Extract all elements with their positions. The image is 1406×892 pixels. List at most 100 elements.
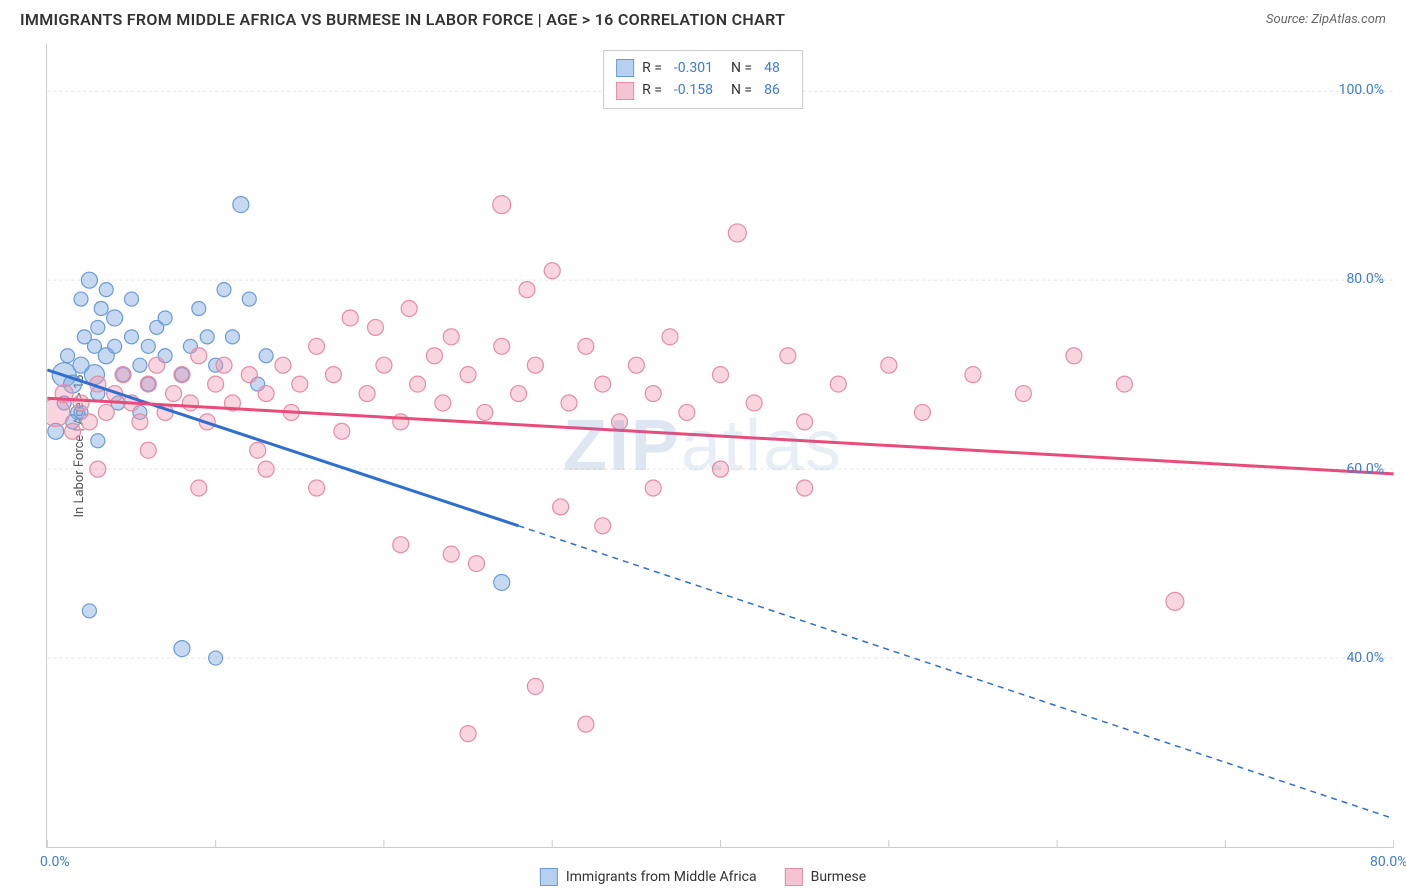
scatter-point: [216, 357, 232, 373]
scatter-point: [527, 678, 543, 694]
legend-stats-box: R =-0.301N =48R =-0.158N =86: [603, 50, 803, 109]
legend-stat-row: R =-0.158N =86: [616, 79, 790, 101]
scatter-point: [259, 349, 273, 363]
scatter-point: [182, 395, 198, 411]
scatter-point: [81, 272, 97, 288]
scatter-point: [443, 546, 459, 562]
scatter-point: [158, 311, 172, 325]
chart-plot-area: [46, 44, 1394, 848]
x-tick-label: 0.0%: [40, 854, 70, 870]
scatter-point: [1166, 592, 1184, 610]
scatter-point: [368, 319, 384, 335]
scatter-point: [241, 367, 257, 383]
stat-r-value: -0.301: [674, 57, 713, 79]
scatter-point: [258, 386, 274, 402]
scatter-point: [90, 461, 106, 477]
x-tick-label: 80.0%: [1370, 854, 1406, 870]
scatter-point: [965, 367, 981, 383]
scatter-point: [797, 480, 813, 496]
stat-n-label: N =: [731, 79, 752, 101]
stat-n-value: 86: [764, 79, 780, 101]
scatter-point: [645, 480, 661, 496]
scatter-point: [200, 330, 214, 344]
scatter-point: [914, 404, 930, 420]
scatter-point: [578, 338, 594, 354]
scatter-point: [435, 395, 451, 411]
y-tick-label: 100.0%: [1339, 82, 1384, 98]
scatter-point: [292, 376, 308, 392]
scatter-point: [191, 480, 207, 496]
legend-swatch: [616, 59, 634, 77]
scatter-point: [258, 461, 274, 477]
scatter-point: [628, 357, 644, 373]
scatter-point: [460, 726, 476, 742]
legend-swatch: [785, 868, 803, 886]
scatter-point: [460, 367, 476, 383]
scatter-point: [544, 263, 560, 279]
scatter-point: [830, 376, 846, 392]
scatter-point: [393, 537, 409, 553]
scatter-point: [61, 349, 75, 363]
chart-title: IMMIGRANTS FROM MIDDLE AFRICA VS BURMESE…: [20, 10, 785, 29]
scatter-point: [595, 518, 611, 534]
scatter-point: [166, 386, 182, 402]
legend-item: Immigrants from Middle Africa: [540, 868, 757, 886]
scatter-point: [91, 320, 105, 334]
scatter-point: [94, 302, 108, 316]
scatter-point: [780, 348, 796, 364]
scatter-point: [140, 376, 156, 392]
trend-line-extrapolated: [519, 526, 1394, 819]
scatter-point: [74, 292, 88, 306]
legend-swatch: [540, 868, 558, 886]
scatter-point: [334, 423, 350, 439]
scatter-point: [149, 357, 165, 373]
scatter-point: [713, 367, 729, 383]
y-tick-label: 80.0%: [1346, 271, 1384, 287]
scatter-point: [797, 414, 813, 430]
scatter-point: [595, 376, 611, 392]
scatter-point: [410, 376, 426, 392]
scatter-point: [713, 461, 729, 477]
scatter-point: [309, 480, 325, 496]
stat-n-value: 48: [764, 57, 780, 79]
scatter-point: [250, 442, 266, 458]
scatter-point: [561, 395, 577, 411]
scatter-point: [519, 282, 535, 298]
scatter-point: [468, 556, 484, 572]
legend-item: Burmese: [785, 868, 867, 886]
stat-n-label: N =: [731, 57, 752, 79]
scatter-point: [217, 283, 231, 297]
scatter-point: [87, 339, 101, 353]
trend-line: [47, 370, 518, 526]
scatter-point: [107, 310, 123, 326]
scatter-point: [728, 224, 746, 242]
scatter-point: [133, 358, 147, 372]
scatter-point: [527, 357, 543, 373]
legend-bottom: Immigrants from Middle Africa Burmese: [540, 868, 866, 886]
scatter-point: [82, 604, 96, 618]
scatter-point: [242, 292, 256, 306]
scatter-point: [192, 302, 206, 316]
scatter-point: [65, 423, 81, 439]
scatter-point: [233, 197, 249, 213]
scatter-point: [98, 404, 114, 420]
scatter-point: [493, 196, 511, 214]
scatter-point: [645, 386, 661, 402]
scatter-point: [477, 404, 493, 420]
legend-label: Immigrants from Middle Africa: [566, 869, 757, 885]
scatter-point: [73, 395, 89, 411]
scatter-point: [99, 283, 113, 297]
scatter-point: [141, 339, 155, 353]
scatter-point: [342, 310, 358, 326]
scatter-point: [494, 338, 510, 354]
scatter-point: [140, 442, 156, 458]
stat-r-label: R =: [642, 57, 662, 79]
legend-stat-row: R = -0.301 N = 48: [616, 57, 790, 79]
scatter-point: [132, 414, 148, 430]
legend-label: Burmese: [811, 869, 867, 885]
legend-swatch: [616, 82, 634, 100]
scatter-point: [174, 367, 190, 383]
scatter-point: [325, 367, 341, 383]
scatter-point: [108, 339, 122, 353]
chart-source: Source: ZipAtlas.com: [1266, 12, 1386, 27]
